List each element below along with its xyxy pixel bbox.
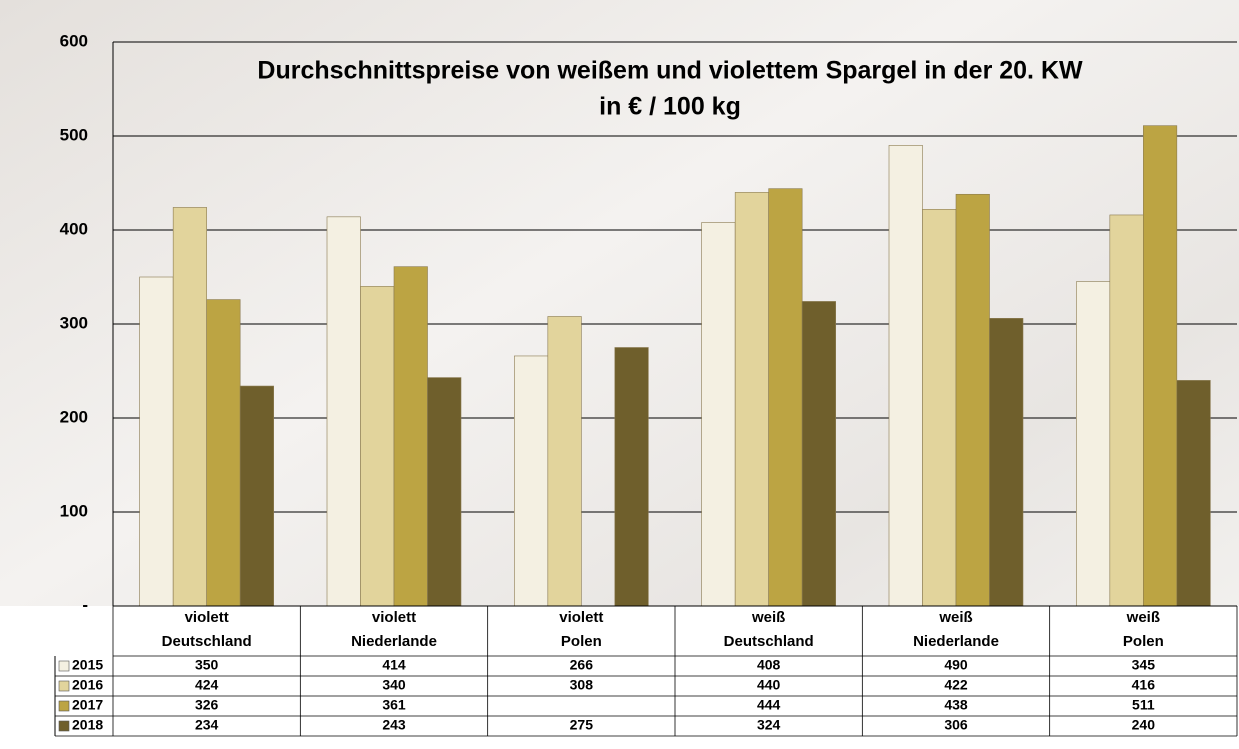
bar [955,193,990,607]
bar [989,318,1024,607]
table-value: 340 [382,677,406,693]
x-tick-label: Niederlande [351,633,437,650]
x-tick-label: weiß [938,609,972,626]
table-value: 422 [944,677,968,693]
table-value: 440 [757,677,781,693]
bar [172,207,207,607]
x-tick-label: Niederlande [913,633,999,650]
x-tick-label: Polen [1123,633,1164,650]
chart-title: Durchschnittspreise von weißem und viole… [257,57,1083,85]
bar [768,188,803,607]
bar [547,316,582,607]
table-value: 306 [944,717,968,733]
grid: - 100 200 300 400 500 600 [60,31,1237,614]
bar [239,385,274,607]
legend-key [58,680,70,692]
bar [1109,214,1144,607]
bar [326,216,361,607]
y-tick-label: 200 [60,407,88,426]
bar [360,286,395,607]
bar [701,222,736,607]
table-value: 308 [570,677,594,693]
bar [801,301,836,607]
y-tick-label: 400 [60,219,88,238]
bar [922,209,957,607]
table-value: 416 [1132,677,1156,693]
x-tick-label: Deutschland [724,633,814,650]
legend-key [58,660,70,672]
table-value: 438 [944,697,968,713]
table-value: 275 [570,717,594,733]
bar [1076,281,1111,607]
x-tick-label: Polen [561,633,602,650]
table-value: 266 [570,657,594,673]
x-tick-label: violett [372,609,416,626]
legend-key [58,720,70,732]
table-value: 326 [195,697,219,713]
legend-key [58,700,70,712]
table-value: 345 [1132,657,1156,673]
y-tick-label: 100 [60,501,88,520]
bar [393,266,428,607]
chart-title: in € / 100 kg [599,93,741,121]
table-value: 490 [944,657,968,673]
bar [514,355,549,607]
bar [427,377,462,607]
x-tick-label: violett [185,609,229,626]
legend-label: 2018 [72,717,103,733]
bar [888,145,923,607]
y-tick-label: - [82,595,88,614]
legend-label: 2016 [72,677,103,693]
table-value: 361 [382,697,406,713]
x-tick-label: weiß [751,609,785,626]
bar [206,299,241,607]
x-tick-label: violett [559,609,603,626]
table-value: 234 [195,717,219,733]
legend-label: 2015 [72,657,103,673]
table-value: 408 [757,657,781,673]
table-value: 511 [1132,697,1155,713]
y-tick-label: 300 [60,313,88,332]
bar [1176,380,1211,607]
bar [139,276,174,607]
legend-label: 2017 [72,697,103,713]
bars [139,125,1211,607]
table-background [0,606,1239,749]
x-tick-label: weiß [1126,609,1160,626]
table-value: 350 [195,657,219,673]
table-value: 414 [382,657,406,673]
table-value: 240 [1132,717,1156,733]
table-value: 324 [757,717,781,733]
table-value: 243 [382,717,406,733]
bar [614,347,649,607]
bar [734,192,769,607]
data-table: violett Deutschland violett Niederlande viol… [54,605,1238,737]
bar [1143,125,1178,607]
table-value: 444 [757,697,781,713]
y-tick-label: 500 [60,125,88,144]
y-tick-label: 600 [60,31,88,50]
table-value: 424 [195,677,219,693]
x-tick-label: Deutschland [162,633,252,650]
